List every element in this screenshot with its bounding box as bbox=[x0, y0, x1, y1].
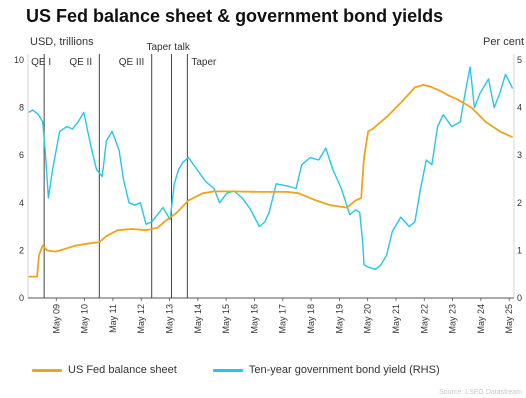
x-tick-label: May 13 bbox=[165, 304, 175, 334]
legend-item-yield: Ten-year government bond yield (RHS) bbox=[212, 364, 440, 376]
left-tick-label: 0 bbox=[19, 293, 24, 303]
x-tick-label: May 11 bbox=[108, 304, 118, 333]
left-axis-unit: USD, trillions bbox=[30, 36, 94, 48]
left-tick-label: 10 bbox=[14, 55, 24, 65]
x-tick-label: May 15 bbox=[221, 304, 231, 334]
series-line-balance bbox=[28, 84, 513, 278]
legend-label-yield: Ten-year government bond yield (RHS) bbox=[248, 364, 440, 376]
source-note: Source: LSEG Datastream bbox=[439, 389, 522, 396]
x-tick-label: May 10 bbox=[80, 304, 90, 334]
x-tick-label: May 25 bbox=[504, 304, 514, 334]
event-label: Taper bbox=[191, 57, 217, 68]
right-tick-label: 5 bbox=[517, 55, 522, 65]
right-tick-label: 3 bbox=[517, 150, 522, 160]
legend: US Fed balance sheet Ten-year government… bbox=[32, 364, 468, 376]
left-tick-label: 2 bbox=[19, 245, 24, 255]
legend-swatch-balance bbox=[32, 368, 62, 372]
right-tick-label: 0 bbox=[517, 293, 522, 303]
event-label: QE III bbox=[119, 57, 145, 68]
left-tick-label: 8 bbox=[19, 103, 24, 113]
series-line-yield bbox=[28, 66, 514, 271]
right-axis-unit: Per cent bbox=[483, 36, 524, 48]
x-tick-label: May 24 bbox=[476, 304, 486, 334]
legend-label-balance: US Fed balance sheet bbox=[68, 364, 177, 376]
x-tick-label: May 12 bbox=[136, 304, 146, 334]
x-tick-label: May 21 bbox=[391, 304, 401, 334]
event-label: QE I bbox=[31, 57, 51, 68]
chart-title: US Fed balance sheet & government bond y… bbox=[26, 6, 444, 26]
x-tick-label: May 16 bbox=[249, 304, 259, 334]
legend-swatch-yield bbox=[212, 368, 243, 372]
x-tick-label: May 19 bbox=[334, 304, 344, 334]
x-tick-label: May 20 bbox=[363, 304, 373, 334]
right-tick-label: 2 bbox=[517, 198, 522, 208]
left-tick-label: 4 bbox=[19, 198, 24, 208]
event-label: Taper talk bbox=[147, 42, 191, 53]
left-tick-label: 6 bbox=[19, 150, 24, 160]
right-tick-label: 4 bbox=[517, 103, 522, 113]
right-tick-label: 1 bbox=[517, 245, 522, 255]
x-tick-label: May 09 bbox=[51, 304, 61, 334]
x-tick-label: May 22 bbox=[419, 304, 429, 334]
x-tick-label: May 18 bbox=[306, 304, 316, 334]
x-tick-label: May 23 bbox=[448, 304, 458, 334]
x-tick-label: May 14 bbox=[193, 304, 203, 334]
event-label: QE II bbox=[69, 57, 92, 68]
legend-item-balance: US Fed balance sheet bbox=[32, 364, 177, 376]
x-tick-label: May 17 bbox=[278, 304, 288, 334]
